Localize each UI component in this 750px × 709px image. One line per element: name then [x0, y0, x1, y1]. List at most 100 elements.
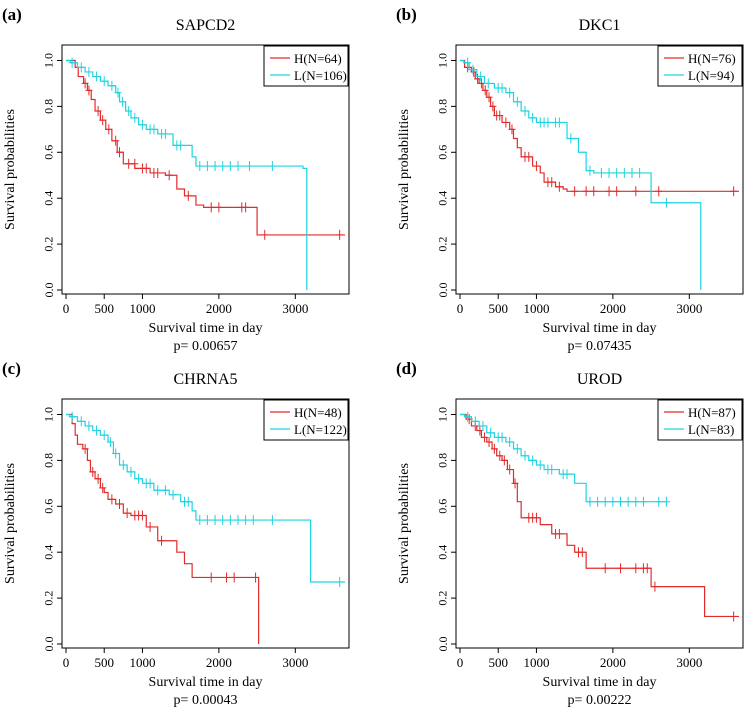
censor-mark [525, 151, 533, 162]
censor-mark [106, 437, 114, 448]
panel-label: (c) [2, 359, 21, 378]
censor-mark [249, 515, 257, 526]
censor-mark [594, 496, 602, 507]
censor-mark [597, 167, 605, 178]
censor-mark [470, 66, 478, 77]
y-tick-label: 0.0 [42, 637, 56, 652]
censor-mark [184, 496, 192, 507]
x-tick-label: 500 [94, 655, 114, 670]
censor-mark [548, 464, 556, 475]
censor-mark [529, 112, 537, 123]
censor-mark [485, 92, 493, 103]
censor-mark [655, 186, 663, 197]
legend-label: L(N=106) [294, 68, 347, 83]
censor-mark [508, 124, 516, 135]
censor-mark [502, 117, 510, 128]
y-tick-label: 0.0 [436, 283, 450, 298]
y-tick-label: 0.8 [42, 99, 56, 114]
legend: H(N=76) L(N=94) [657, 45, 743, 87]
legend-box [263, 399, 349, 441]
censor-mark [496, 110, 504, 121]
censor-mark [108, 494, 116, 505]
censor-mark [471, 416, 479, 427]
x-tick-label: 500 [488, 655, 508, 670]
censor-mark [177, 140, 185, 151]
series-low [460, 411, 670, 507]
censor-mark [632, 563, 640, 574]
censor-mark [613, 186, 621, 197]
censor-mark [226, 161, 234, 172]
censor-mark [77, 62, 85, 73]
plot-frame [61, 44, 350, 295]
series-low [66, 57, 308, 290]
censor-mark [490, 443, 498, 454]
y-tick-label: 1.0 [436, 407, 450, 422]
censor-mark [93, 425, 101, 436]
censor-mark [112, 448, 120, 459]
censor-mark [620, 167, 628, 178]
censor-mark [158, 535, 166, 546]
x-tick-label: 3000 [676, 301, 702, 316]
p-value: p= 0.00222 [568, 693, 632, 708]
chart-title: SAPCD2 [176, 17, 236, 34]
censor-mark [116, 498, 124, 509]
y-tick-label: 0.2 [42, 591, 56, 606]
y-axis-label: Survival probabilities [397, 463, 412, 584]
x-tick-label: 1000 [523, 655, 549, 670]
y-tick-label: 0.4 [42, 191, 56, 206]
censor-mark [605, 167, 613, 178]
legend-label: H(N=76) [688, 51, 736, 66]
censor-mark [521, 450, 529, 461]
censor-mark [529, 455, 537, 466]
censor-mark [628, 167, 636, 178]
censor-mark [548, 177, 556, 188]
censor-mark [81, 443, 89, 454]
censor-mark [617, 496, 625, 507]
chart-panel-3: (c) CHRNA5 0.0 0.2 0.4 0.6 0.8 1.0 0 500 1000 2000 3… [2, 359, 350, 708]
censor-mark [94, 473, 102, 484]
censor-mark [234, 161, 242, 172]
y-tick-label: 0.4 [436, 545, 450, 560]
censor-mark [662, 496, 670, 507]
censor-mark [639, 496, 647, 507]
censor-mark [489, 101, 497, 112]
censor-mark [730, 611, 738, 622]
censor-mark [184, 190, 192, 201]
censor-mark [207, 572, 215, 583]
censor-mark [268, 161, 276, 172]
legend-label: H(N=48) [294, 405, 342, 420]
x-tick-label: 0 [457, 655, 464, 670]
censor-mark [624, 496, 632, 507]
censor-mark [617, 563, 625, 574]
censor-mark [169, 489, 177, 500]
censor-mark [219, 161, 227, 172]
censor-mark [601, 563, 609, 574]
censor-mark [230, 572, 238, 583]
censor-mark [521, 105, 529, 116]
y-tick-label: 1.0 [42, 53, 56, 68]
censor-mark [632, 186, 640, 197]
p-value: p= 0.00657 [174, 339, 238, 354]
censor-mark [196, 515, 204, 526]
censor-mark [196, 161, 204, 172]
censor-mark [609, 496, 617, 507]
censor-mark [498, 83, 506, 94]
censor-mark [100, 430, 108, 441]
censor-mark [108, 80, 116, 91]
censor-mark [135, 473, 143, 484]
censor-mark [730, 186, 738, 197]
y-tick-label: 0.6 [42, 145, 56, 160]
censor-mark [85, 85, 93, 96]
censor-mark [116, 147, 124, 158]
y-axis-label: Survival probabilities [3, 109, 18, 230]
censor-mark [94, 105, 102, 116]
censor-mark [578, 547, 586, 558]
y-tick-label: 0.8 [436, 453, 450, 468]
y-tick-label: 0.2 [42, 237, 56, 252]
censor-mark [125, 105, 133, 116]
censor-mark [223, 572, 231, 583]
x-axis-label: Survival time in day [149, 321, 263, 336]
censor-mark [125, 158, 133, 169]
censor-mark [114, 87, 122, 98]
censor-mark [500, 455, 508, 466]
